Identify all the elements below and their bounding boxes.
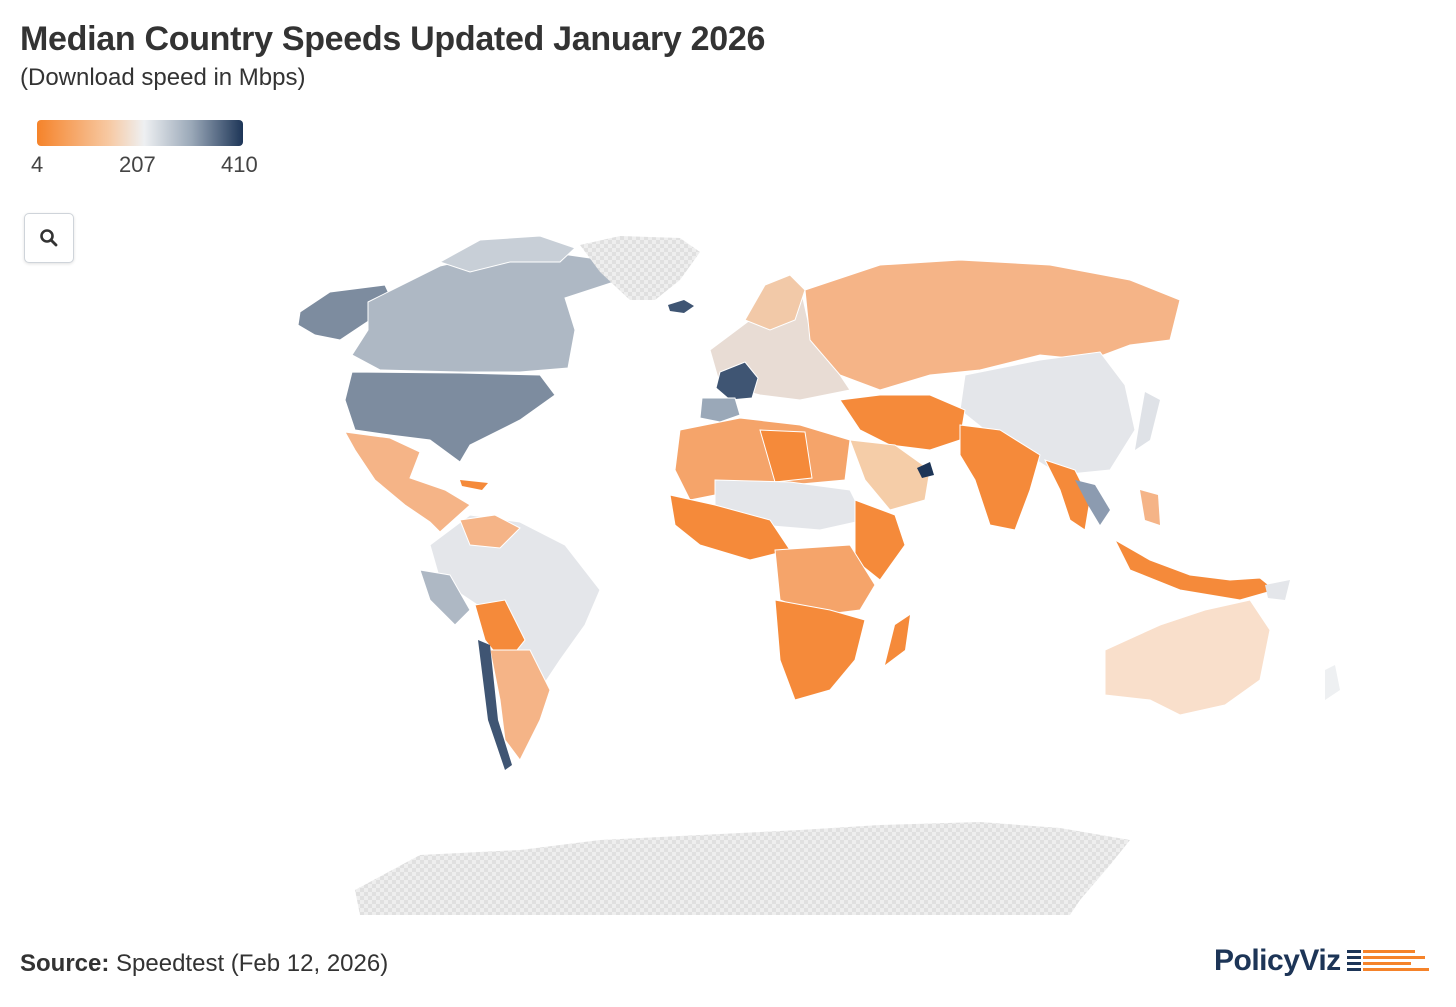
chart-title: Median Country Speeds Updated January 20… — [20, 20, 766, 58]
legend-max-label: 410 — [221, 152, 258, 177]
brand-name: PolicyViz — [1214, 944, 1341, 977]
region-philippines[interactable] — [1140, 490, 1160, 525]
region-argentina[interactable] — [489, 649, 551, 761]
brand-stripes-icon — [1346, 950, 1429, 971]
region-central-africa[interactable] — [774, 544, 876, 616]
region-venezuela[interactable] — [459, 514, 521, 549]
source-note: Source: Speedtest (Feb 12, 2026) — [20, 950, 388, 978]
region-south-america[interactable] — [429, 514, 601, 691]
region-papua-new-guinea[interactable] — [1265, 580, 1290, 600]
region-east-africa[interactable] — [854, 499, 906, 581]
legend-gradient-bar — [37, 120, 243, 146]
source-label: Source: — [20, 950, 110, 977]
region-chile[interactable] — [478, 640, 512, 770]
region-libya[interactable] — [759, 429, 813, 483]
region-india[interactable] — [959, 424, 1041, 531]
legend-mid-label: 207 — [119, 152, 156, 177]
region-canada-islands[interactable] — [438, 235, 576, 273]
legend-min-label: 4 — [31, 152, 44, 177]
region-new-zealand[interactable] — [1325, 665, 1340, 700]
zoom-button[interactable] — [24, 213, 74, 263]
chart-subtitle: (Download speed in Mbps) — [20, 64, 306, 91]
region-antarctica — [355, 822, 1130, 915]
region-united-states[interactable] — [344, 371, 556, 463]
region-greenland — [580, 236, 700, 300]
region-spain[interactable] — [699, 397, 741, 423]
region-cuba[interactable] — [460, 480, 488, 490]
color-legend: 4 207 410 — [31, 120, 258, 177]
region-china[interactable] — [959, 351, 1136, 476]
region-uae[interactable] — [917, 462, 934, 478]
region-mexico-central-america[interactable] — [344, 431, 471, 533]
brand-logo: PolicyViz — [1214, 944, 1429, 978]
region-indonesia[interactable] — [1113, 538, 1277, 601]
region-iceland[interactable] — [668, 300, 694, 313]
region-peru[interactable] — [419, 569, 471, 626]
region-japan[interactable] — [1135, 392, 1160, 450]
region-madagascar[interactable] — [885, 615, 910, 665]
region-west-africa[interactable] — [669, 494, 791, 561]
region-southern-africa[interactable] — [774, 599, 866, 701]
search-icon — [40, 229, 58, 247]
world-map — [297, 235, 1340, 915]
region-southeast-asia[interactable] — [1044, 459, 1091, 531]
region-australia[interactable] — [1104, 599, 1271, 716]
region-saudi-arabia[interactable] — [849, 439, 931, 511]
region-vietnam-thailand[interactable] — [1075, 480, 1110, 525]
source-text: Speedtest (Feb 12, 2026) — [109, 950, 389, 977]
region-france[interactable] — [715, 361, 759, 401]
